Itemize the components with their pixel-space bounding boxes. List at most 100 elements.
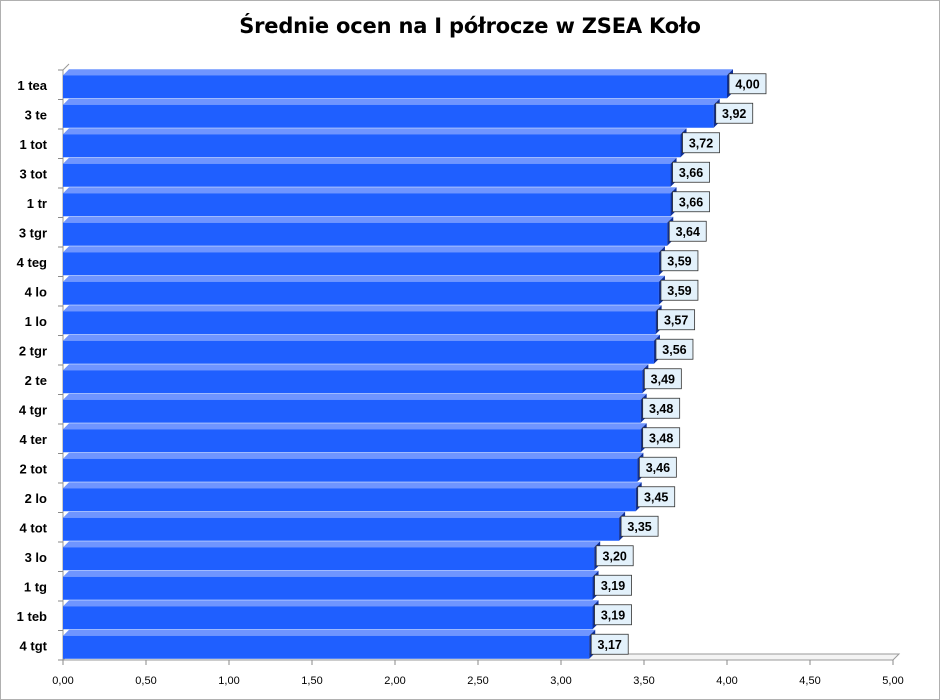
bar-group	[63, 452, 644, 482]
data-label-box	[657, 309, 696, 331]
data-label: 3,20	[603, 549, 627, 563]
bar	[63, 222, 668, 246]
data-label-box	[715, 102, 754, 124]
category-label: 3 lo	[25, 550, 47, 565]
bar-group	[63, 541, 601, 571]
x-tick-label: 1,00	[218, 675, 239, 687]
data-label: 3,35	[627, 520, 651, 534]
bar-top	[63, 423, 647, 430]
bar-top	[63, 629, 596, 636]
bar-top	[63, 216, 674, 223]
data-label: 3,72	[689, 136, 713, 150]
bar-top	[63, 69, 733, 76]
bar-group	[63, 275, 665, 305]
bar	[63, 193, 671, 217]
data-label-box	[590, 633, 629, 655]
x-tick-label: 3,00	[550, 675, 571, 687]
bar-group	[63, 482, 642, 512]
category-label: 1 tg	[24, 579, 47, 594]
bar-top	[63, 305, 662, 312]
data-label: 3,92	[722, 107, 746, 121]
bar	[63, 635, 590, 659]
data-label: 3,45	[644, 490, 668, 504]
bar-group	[63, 423, 647, 453]
x-tick-label: 2,50	[467, 675, 488, 687]
data-label: 3,59	[667, 284, 691, 298]
bar	[63, 311, 656, 335]
x-tick-label: 5,00	[882, 675, 903, 687]
bar-top	[63, 157, 677, 164]
category-label: 4 tot	[20, 520, 48, 535]
data-label-box	[643, 368, 682, 390]
bar	[63, 576, 593, 600]
data-label-box	[638, 456, 677, 478]
bar-top	[63, 570, 599, 577]
bars	[63, 69, 733, 659]
bar-group	[63, 157, 677, 187]
bar	[63, 429, 641, 453]
data-label: 3,57	[664, 313, 688, 327]
x-axis-ticks: 0,00 0,50 1,00 1,50 2,00 2,50 3,00 3,50 4,00 4,50…	[52, 660, 904, 687]
bar-group	[63, 187, 677, 217]
x-tick-label: 4,00	[716, 675, 737, 687]
data-label-box	[682, 132, 720, 154]
bar-group	[63, 600, 599, 630]
data-label-box	[672, 161, 710, 183]
category-label: 1 tea	[17, 78, 47, 93]
category-label: 3 tgr	[19, 225, 47, 240]
data-label: 3,49	[651, 372, 675, 386]
x-tick-label: 1,50	[301, 675, 322, 687]
bar-group	[63, 305, 662, 335]
data-label: 3,17	[598, 638, 622, 652]
data-label: 3,46	[646, 461, 670, 475]
bar-group	[63, 393, 647, 423]
data-label-box	[642, 427, 681, 449]
data-label-box	[728, 73, 767, 95]
category-label: 2 te	[25, 373, 47, 388]
category-label: 3 tot	[20, 166, 48, 181]
category-label: 4 tgr	[19, 402, 47, 417]
bar-group	[63, 570, 599, 600]
x-tick-label: 3,50	[633, 675, 654, 687]
data-label-box	[660, 279, 699, 301]
category-label: 4 lo	[25, 284, 47, 299]
bar-group	[63, 69, 733, 99]
category-label: 3 te	[25, 107, 47, 122]
bar	[63, 488, 636, 512]
category-label: 4 teg	[17, 255, 47, 270]
bar	[63, 163, 671, 187]
chart-title: Średnie ocen na I półrocze w ZSEA Koło	[239, 14, 701, 38]
bar	[63, 547, 595, 571]
bar	[63, 370, 643, 394]
category-label: 1 tot	[20, 137, 48, 152]
data-label: 3,59	[667, 254, 691, 268]
data-label: 4,00	[735, 77, 759, 91]
x-tick-label: 4,50	[799, 675, 820, 687]
bar-group	[63, 98, 720, 128]
data-label: 3,66	[679, 166, 703, 180]
category-label: 1 tr	[27, 196, 47, 211]
bar-group	[63, 334, 660, 364]
y-axis-ticks	[58, 69, 63, 661]
data-label-box	[655, 338, 694, 360]
data-label-box	[594, 604, 632, 626]
category-label: 1 teb	[17, 609, 47, 624]
bar-top	[63, 275, 665, 282]
data-label: 3,19	[601, 608, 625, 622]
bar	[63, 75, 727, 99]
bar-top	[63, 334, 660, 341]
data-label: 3,66	[679, 195, 703, 209]
bar	[63, 134, 681, 158]
data-label-box	[595, 545, 634, 567]
bar-top	[63, 246, 665, 253]
data-label-box	[642, 397, 681, 419]
data-label: 3,48	[649, 402, 673, 416]
bar-top	[63, 541, 601, 548]
bar-group	[63, 128, 687, 158]
bar-group	[63, 216, 674, 246]
bar-group	[63, 511, 626, 541]
data-label-box	[668, 220, 707, 242]
data-label: 3,48	[649, 431, 673, 445]
bar-top	[63, 452, 644, 459]
